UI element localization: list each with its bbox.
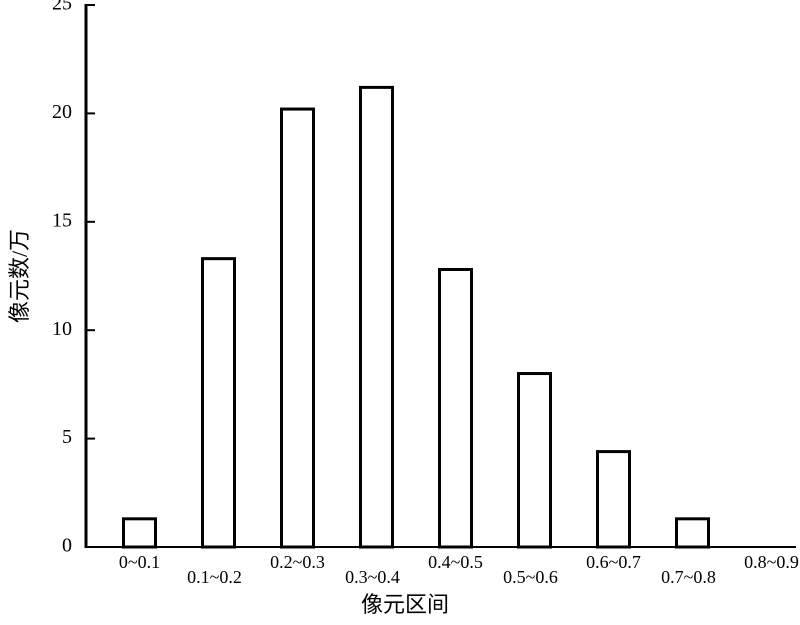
x-tick-label: 0.2~0.3 [270, 552, 325, 572]
x-tick-label: 0.5~0.6 [503, 567, 558, 587]
y-tick-label: 20 [52, 101, 72, 123]
x-tick-label: 0.6~0.7 [586, 552, 641, 572]
bar [359, 85, 394, 549]
y-tick-label: 15 [52, 209, 72, 231]
bar [438, 267, 473, 549]
x-tick-label: 0.7~0.8 [661, 567, 716, 587]
y-tick-label: 5 [62, 426, 72, 448]
x-tick-label: 0~0.1 [119, 552, 160, 572]
x-axis-label: 像元区间 [361, 592, 449, 617]
bar [517, 372, 552, 549]
y-axis-label: 像元数/万 [7, 229, 32, 323]
x-tick-label: 0.1~0.2 [187, 567, 242, 587]
bar [201, 257, 236, 549]
x-tick-label: 0.3~0.4 [345, 567, 400, 587]
bar [675, 517, 710, 549]
y-tick-label: 10 [52, 318, 72, 340]
y-tick-label: 0 [62, 535, 72, 557]
bar [280, 107, 315, 549]
x-tick-label: 0.8~0.9 [744, 552, 799, 572]
x-tick-label: 0.4~0.5 [428, 552, 483, 572]
y-tick-label: 25 [52, 0, 72, 15]
bar [122, 517, 157, 549]
bar [596, 450, 631, 549]
